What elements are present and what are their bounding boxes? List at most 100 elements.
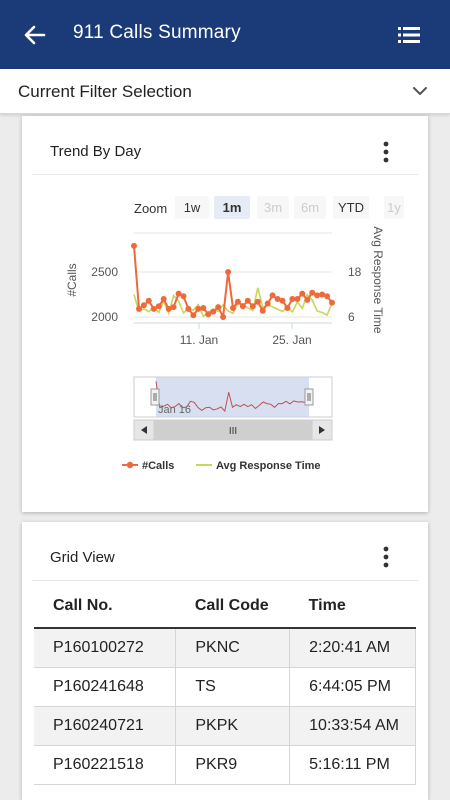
y-right-tick-label: 18	[348, 265, 362, 279]
data-point-calls[interactable]	[269, 292, 276, 299]
legend-item-calls[interactable]: #Calls	[122, 460, 174, 472]
data-point-calls[interactable]	[289, 296, 296, 302]
table-row[interactable]: P160100272 PKNC 2:20:41 AM	[34, 628, 416, 668]
zoom-button-bg	[214, 196, 250, 219]
data-point-calls[interactable]	[205, 311, 212, 318]
zoom-button-1w[interactable]: 1w	[175, 196, 209, 219]
cell-call-code: PKPK	[175, 706, 291, 746]
grid-card-title: Grid View	[50, 549, 115, 566]
data-point-calls[interactable]	[136, 305, 142, 312]
zoom-button-1m[interactable]: 1m	[214, 196, 250, 219]
cell-time: 10:33:54 AM	[289, 706, 416, 746]
data-point-calls[interactable]	[230, 305, 236, 311]
column-header-time[interactable]: Time	[289, 584, 416, 629]
data-point-calls[interactable]	[195, 305, 202, 312]
data-point-calls[interactable]	[329, 299, 335, 306]
data-point-calls[interactable]	[314, 292, 321, 299]
cell-time: 5:16:11 PM	[289, 745, 416, 785]
zoom-button-label: 1w	[184, 200, 201, 215]
zoom-label: Zoom	[134, 201, 167, 216]
app-bar: 911 Calls Summary	[0, 0, 450, 69]
zoom-button-label: 1y	[387, 200, 401, 215]
data-point-calls[interactable]	[239, 303, 246, 310]
data-point-calls[interactable]	[244, 297, 251, 304]
zoom-button-bg	[257, 196, 289, 219]
more-options-icon[interactable]	[376, 545, 396, 569]
zoom-button-3m: 3m	[257, 196, 289, 219]
data-point-calls[interactable]	[170, 304, 177, 311]
cell-call-no: P160240721	[34, 706, 177, 746]
data-point-calls[interactable]	[210, 308, 217, 315]
data-point-calls[interactable]	[180, 293, 187, 300]
data-point-calls[interactable]	[160, 296, 167, 302]
list-menu-icon[interactable]	[396, 22, 422, 48]
data-point-calls[interactable]	[215, 304, 222, 311]
table-row[interactable]: P160221518 PKR9 5:16:11 PM	[34, 745, 416, 785]
zoom-button-label: YTD	[338, 200, 364, 215]
table-row[interactable]: P160240721 PKPK 10:33:54 AM	[34, 706, 416, 746]
data-point-calls[interactable]	[165, 305, 172, 312]
data-point-calls[interactable]	[284, 305, 291, 311]
navigator-selection[interactable]	[156, 377, 309, 417]
zoom-button-1y: 1y	[384, 196, 404, 219]
y-left-tick-label: 2500	[91, 265, 118, 279]
data-point-calls[interactable]	[309, 289, 316, 296]
cell-call-code: PKR9	[175, 745, 291, 785]
data-point-calls[interactable]	[220, 314, 227, 320]
navigator-handle-left[interactable]	[150, 388, 160, 406]
data-point-calls[interactable]	[140, 302, 147, 309]
data-point-calls[interactable]	[299, 290, 306, 297]
filter-selection-bar[interactable]: Current Filter Selection	[0, 69, 450, 114]
cell-call-no: P160241648	[34, 667, 177, 707]
data-point-calls[interactable]	[234, 298, 241, 305]
data-point-calls[interactable]	[294, 296, 301, 302]
app-title: 911 Calls Summary	[73, 22, 241, 43]
column-header-call-no[interactable]: Call No.	[34, 584, 176, 629]
data-point-calls[interactable]	[225, 269, 232, 275]
y-left-axis-label: #Calls	[65, 263, 79, 296]
table-header-row: Call No. Call Code Time	[34, 584, 416, 629]
zoom-button-bg	[175, 196, 209, 219]
cell-time: 2:20:41 AM	[289, 628, 416, 668]
data-point-calls[interactable]	[324, 293, 331, 300]
data-point-calls[interactable]	[185, 305, 192, 312]
data-point-calls[interactable]	[319, 291, 326, 298]
legend-item-response-time[interactable]: Avg Response Time	[196, 460, 321, 472]
scroll-right-arrow-icon	[319, 426, 325, 434]
trend-chart: Zoom 1w 1m 3m 6m YTD 1y #Calls Avg Response T…	[65, 196, 404, 472]
data-point-calls[interactable]	[304, 296, 311, 303]
data-point-calls[interactable]	[150, 305, 157, 312]
card-divider	[32, 174, 418, 175]
scrollbar-grip-glyph: III	[229, 426, 237, 437]
zoom-button-ytd[interactable]: YTD	[333, 196, 369, 219]
data-point-calls[interactable]	[145, 297, 152, 304]
scrollbar-thumb[interactable]	[154, 420, 312, 440]
navigator-handle-right[interactable]	[304, 388, 314, 406]
data-point-calls[interactable]	[190, 312, 197, 319]
data-point-calls[interactable]	[131, 242, 137, 249]
cell-time: 6:44:05 PM	[289, 667, 416, 707]
data-point-calls[interactable]	[200, 305, 207, 311]
data-point-calls[interactable]	[259, 307, 266, 314]
scroll-left-arrow-icon	[141, 426, 147, 434]
trend-card-title: Trend By Day	[50, 143, 142, 160]
legend-marker-calls	[126, 461, 134, 469]
data-point-calls[interactable]	[254, 298, 261, 305]
data-point-calls[interactable]	[155, 303, 162, 310]
zoom-button-bg	[384, 196, 404, 219]
column-header-call-code[interactable]: Call Code	[175, 584, 290, 629]
data-point-calls[interactable]	[264, 300, 271, 307]
back-arrow-icon[interactable]	[20, 20, 50, 50]
more-options-icon[interactable]	[376, 140, 396, 164]
data-point-calls[interactable]	[279, 297, 286, 304]
data-point-calls[interactable]	[175, 290, 182, 297]
zoom-button-bg	[333, 196, 369, 219]
cell-call-code: TS	[175, 667, 291, 707]
navigator-series-line	[155, 381, 310, 413]
data-point-calls[interactable]	[249, 303, 256, 310]
table-row[interactable]: P160241648 TS 6:44:05 PM	[34, 667, 416, 707]
data-point-calls[interactable]	[274, 296, 281, 302]
chevron-down-icon[interactable]	[410, 81, 430, 101]
calls-table: Call No. Call Code Time P160100272 PKNC …	[34, 584, 416, 785]
card-divider	[32, 580, 418, 581]
